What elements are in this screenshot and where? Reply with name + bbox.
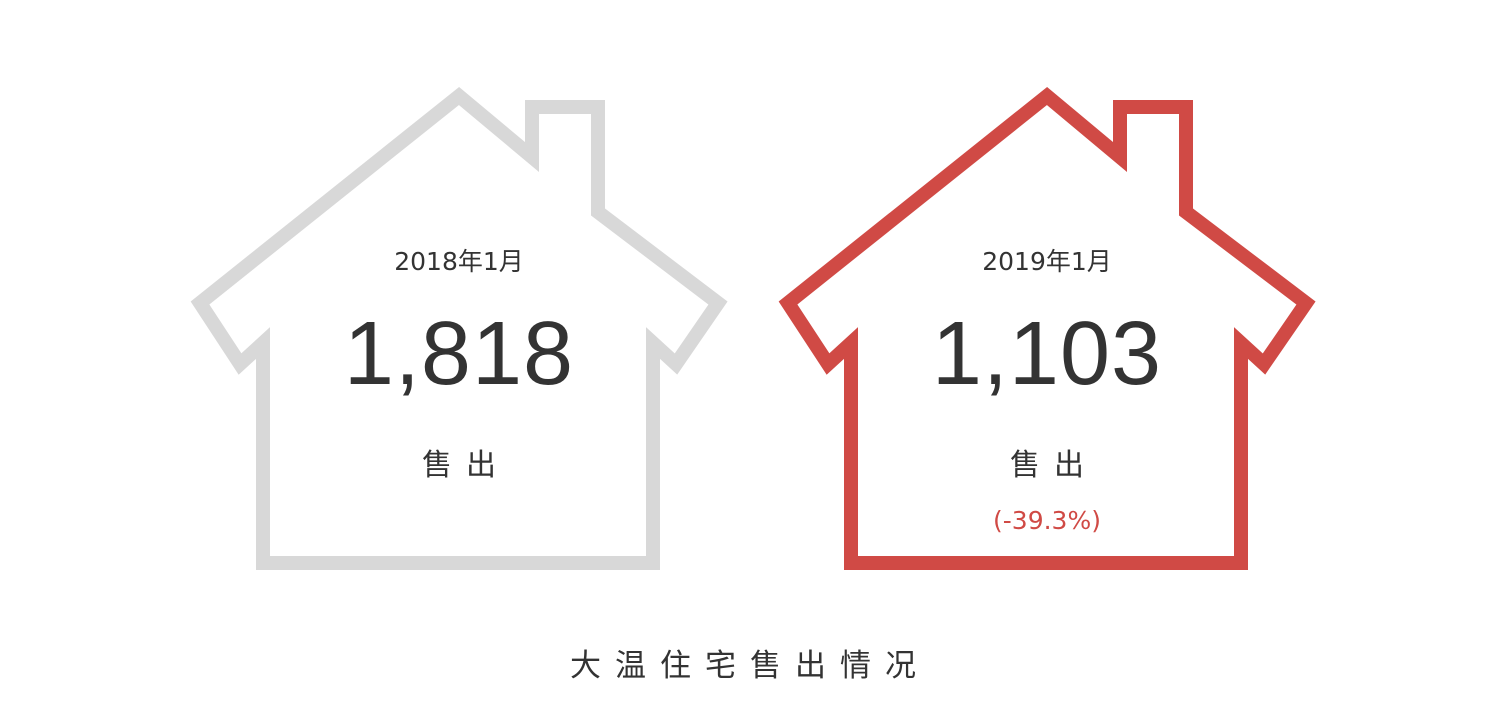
house-2018-outline [190,86,728,570]
house-2019-change: (-39.3%) [993,506,1101,535]
house-2018-value: 1,818 [343,304,575,404]
house-2018-period: 2018年1月 [394,247,524,276]
house-2019-outline [778,86,1316,570]
house-2019-period: 2019年1月 [982,247,1112,276]
house-2018-label: 售出 [422,448,510,483]
house-2019-value: 1,103 [931,304,1163,404]
house-2019-label: 售出 [1010,448,1098,483]
infographic-title: 大温住宅售出情况 [570,648,930,684]
